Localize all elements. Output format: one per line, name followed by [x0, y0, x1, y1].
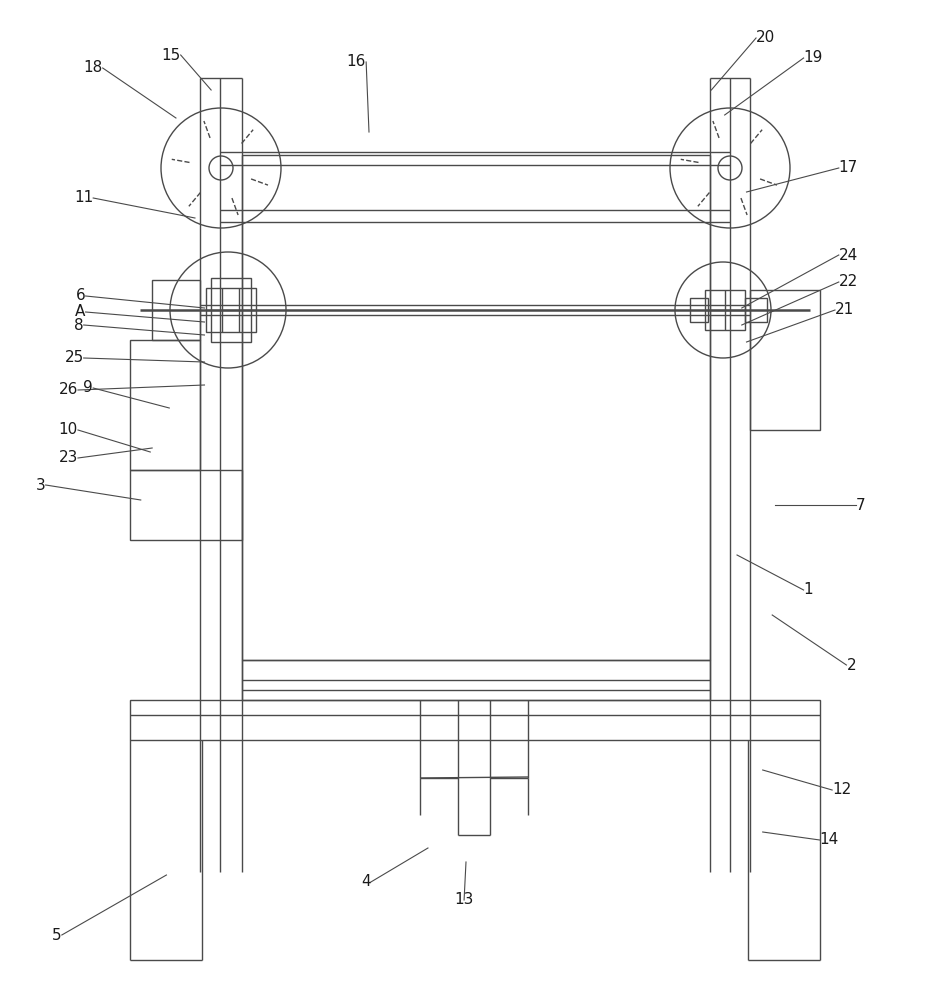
Text: 14: 14 [820, 832, 839, 848]
Text: 7: 7 [856, 497, 865, 512]
Text: 13: 13 [455, 892, 474, 908]
Text: 15: 15 [162, 47, 181, 62]
Bar [206, 288, 256, 332]
Bar [130, 470, 242, 540]
Text: 12: 12 [832, 782, 851, 798]
Text: 18: 18 [84, 60, 103, 76]
Bar [152, 280, 200, 340]
Text: 9: 9 [84, 380, 93, 395]
Text: 6: 6 [76, 288, 86, 304]
Text: 4: 4 [361, 874, 371, 890]
Bar [690, 298, 708, 322]
Text: 26: 26 [59, 382, 78, 397]
Text: 25: 25 [65, 351, 84, 365]
Text: A: A [75, 304, 86, 320]
Bar [242, 155, 710, 660]
Text: 17: 17 [839, 160, 858, 176]
Text: 3: 3 [36, 478, 46, 492]
Text: 23: 23 [59, 450, 78, 466]
Text: 10: 10 [59, 422, 78, 438]
Bar [745, 298, 767, 322]
Bar [705, 290, 745, 330]
Text: 21: 21 [835, 302, 854, 318]
Text: 5: 5 [52, 928, 62, 942]
Bar [242, 660, 710, 700]
Text: 24: 24 [839, 247, 858, 262]
Bar [130, 340, 200, 470]
Bar [130, 700, 820, 740]
Text: 11: 11 [74, 190, 93, 206]
Text: 22: 22 [839, 274, 858, 290]
Text: 16: 16 [347, 54, 366, 70]
Text: 20: 20 [756, 30, 775, 45]
Text: 2: 2 [846, 658, 856, 672]
Text: 19: 19 [804, 50, 823, 66]
Bar [750, 290, 820, 430]
Bar [211, 278, 251, 342]
Text: 8: 8 [74, 318, 84, 332]
Text: 1: 1 [804, 582, 813, 597]
